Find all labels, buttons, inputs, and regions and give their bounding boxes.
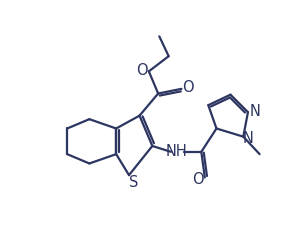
Text: O: O bbox=[182, 80, 194, 95]
Text: NH: NH bbox=[166, 144, 188, 159]
Text: O: O bbox=[136, 63, 148, 78]
Text: N: N bbox=[243, 131, 254, 147]
Text: S: S bbox=[128, 175, 138, 190]
Text: O: O bbox=[193, 172, 204, 187]
Text: N: N bbox=[250, 104, 260, 118]
